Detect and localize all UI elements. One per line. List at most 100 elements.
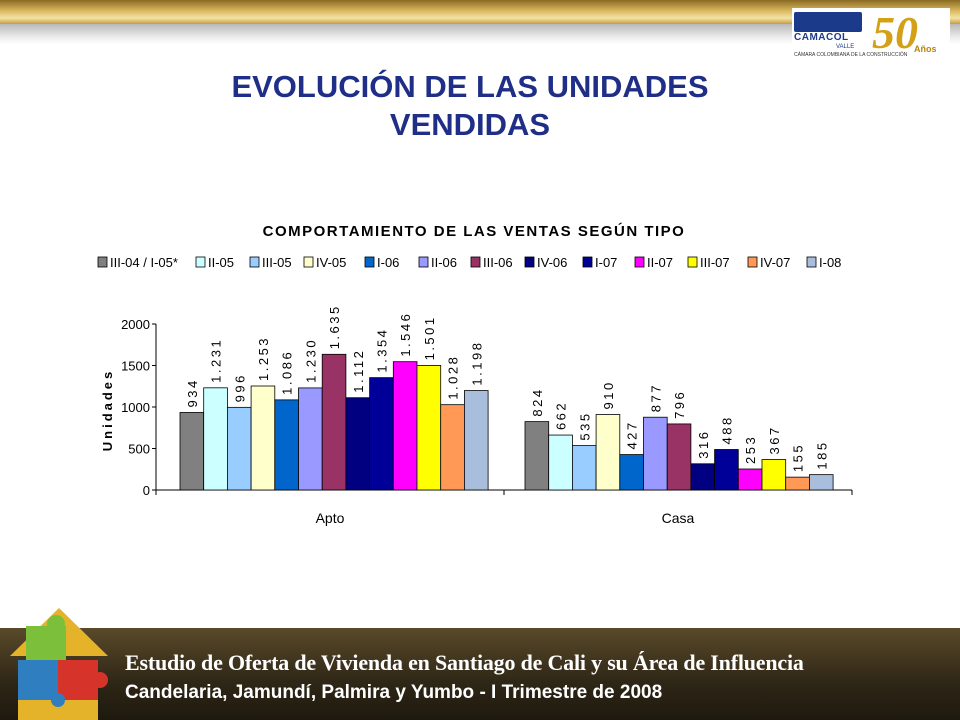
legend-label: IV-07 xyxy=(760,255,790,270)
y-tick-label: 500 xyxy=(128,442,150,457)
bar-apto-2 xyxy=(203,387,228,491)
data-label: 1.028 xyxy=(446,355,461,400)
bar-apto-8 xyxy=(345,397,370,491)
bar-apto-12 xyxy=(440,404,465,491)
legend-label: IV-05 xyxy=(316,255,346,270)
data-label: 934 xyxy=(185,378,200,407)
legend-label: II-07 xyxy=(647,255,673,270)
legend-swatch xyxy=(582,256,593,268)
legend-label: III-05 xyxy=(262,255,292,270)
top-banner-shade xyxy=(0,24,960,44)
data-label: 1.635 xyxy=(327,304,342,349)
footer-banner: Estudio de Oferta de Vivienda en Santiag… xyxy=(0,628,960,720)
y-tick-label: 0 xyxy=(143,483,150,498)
data-label: 535 xyxy=(577,411,592,440)
legend-label: I-07 xyxy=(595,255,617,270)
data-label: 488 xyxy=(719,415,734,444)
data-label: 155 xyxy=(791,443,806,472)
data-label: 1.112 xyxy=(351,349,366,393)
legend-swatch xyxy=(524,256,535,268)
data-label: 1.253 xyxy=(256,336,271,381)
footer-title: Estudio de Oferta de Vivienda en Santiag… xyxy=(125,650,804,675)
legend-label: II-06 xyxy=(431,255,457,270)
bar-casa-13 xyxy=(809,474,834,491)
data-label: 1.546 xyxy=(398,312,413,357)
chart-title: COMPORTAMIENTO DE LAS VENTAS SEGÚN TIPO xyxy=(263,222,686,240)
data-label: 1.230 xyxy=(303,338,318,383)
y-tick-label: 1500 xyxy=(121,359,150,374)
puzzle-house-logo xyxy=(10,608,108,720)
bar-apto-13 xyxy=(463,390,489,491)
legend-label: III-04 / I-05* xyxy=(110,255,178,270)
legend-swatch xyxy=(364,256,375,268)
bar-casa-10 xyxy=(737,468,763,491)
page-title-line-1: EVOLUCIÓN DE LAS UNIDADES xyxy=(231,69,709,104)
camacol-logo: CAMACOL VALLE CÁMARA COLOMBIANA DE LA CO… xyxy=(792,7,950,60)
data-label: 1.501 xyxy=(422,315,437,360)
anniversary-number: 50 xyxy=(872,7,918,58)
bar-casa-4 xyxy=(595,414,621,491)
puzzle-green-knob xyxy=(47,615,65,633)
legend-swatch xyxy=(470,256,481,268)
bar-apto-5 xyxy=(274,399,299,491)
bar-casa-3 xyxy=(572,445,597,491)
data-label: 253 xyxy=(743,435,758,464)
data-label: 824 xyxy=(530,387,545,416)
bar-casa-12 xyxy=(785,476,810,491)
legend-label: IV-06 xyxy=(537,255,567,270)
bar-apto-4 xyxy=(250,385,276,491)
bar-casa-6 xyxy=(643,416,668,491)
bar-apto-10 xyxy=(392,361,418,491)
puzzle-blue-piece xyxy=(18,660,58,700)
bar-apto-1 xyxy=(179,412,205,491)
data-label: 662 xyxy=(554,401,569,430)
bar-apto-7 xyxy=(321,353,347,491)
data-label: 1.231 xyxy=(209,338,224,383)
legend-label: III-07 xyxy=(700,255,730,270)
y-axis-label: Unidades xyxy=(100,369,115,452)
bar-casa-9 xyxy=(714,449,739,491)
puzzle-yellow-piece xyxy=(18,700,98,720)
data-label: 910 xyxy=(601,380,616,409)
bar-casa-8 xyxy=(690,463,716,491)
legend-swatch xyxy=(634,256,645,268)
legend-swatch xyxy=(418,256,429,268)
bar-casa-1 xyxy=(524,421,550,491)
data-label: 427 xyxy=(625,420,640,449)
x-category-label: Casa xyxy=(662,510,695,526)
data-label: 796 xyxy=(672,390,687,419)
puzzle-blue-knob xyxy=(51,693,65,707)
puzzle-red-piece xyxy=(58,660,98,700)
data-label: 996 xyxy=(232,373,247,402)
legend-swatch xyxy=(97,256,108,268)
y-tick-label: 1000 xyxy=(121,400,150,415)
page-title-line-2: VENDIDAS xyxy=(389,107,551,142)
anniversary-word: Años xyxy=(914,44,937,54)
sales-chart: COMPORTAMIENTO DE LAS VENTAS SEGÚN TIPO … xyxy=(97,222,853,526)
x-category-label: Apto xyxy=(316,510,345,526)
bar-apto-6 xyxy=(298,387,323,491)
data-label: 185 xyxy=(814,440,829,469)
legend-swatch xyxy=(747,256,758,268)
chart-legend: III-04 / I-05* II-05 III-05 IV-05 I-06 II-06 I… xyxy=(97,255,841,270)
bar-apto-3 xyxy=(226,406,252,491)
data-label: 877 xyxy=(648,383,663,412)
data-label: 367 xyxy=(767,425,782,454)
bar-casa-2 xyxy=(548,434,573,491)
legend-swatch xyxy=(195,256,206,268)
legend-swatch xyxy=(303,256,314,268)
camacol-logo-tagline: CÁMARA COLOMBIANA DE LA CONSTRUCCIÓN xyxy=(794,52,908,58)
legend-label: II-05 xyxy=(208,255,234,270)
legend-swatch xyxy=(249,256,260,268)
footer-subtitle: Candelaria, Jamundí, Palmira y Yumbo - I… xyxy=(125,682,663,703)
camacol-logo-name: CAMACOL xyxy=(794,32,849,43)
bar-apto-9 xyxy=(369,377,394,491)
y-tick-label: 2000 xyxy=(121,317,150,332)
data-label: 1.198 xyxy=(469,341,484,386)
bar-casa-7 xyxy=(666,423,692,491)
puzzle-red-knob xyxy=(92,672,108,688)
legend-label: I-06 xyxy=(377,255,399,270)
bar-casa-11 xyxy=(761,459,787,491)
legend-swatch xyxy=(806,256,817,268)
camacol-logo-region: VALLE xyxy=(836,44,855,50)
